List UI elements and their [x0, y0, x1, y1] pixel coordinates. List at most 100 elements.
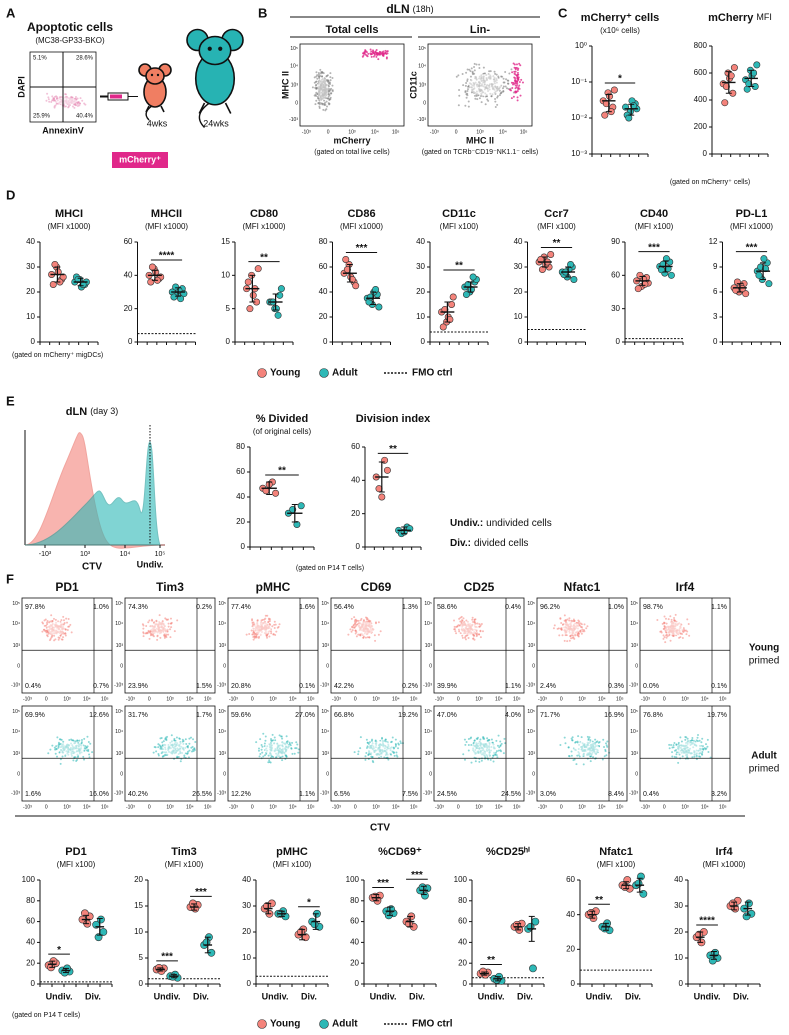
y-tick-label: 0 [247, 979, 252, 988]
flow-density-core [47, 621, 66, 636]
data-point [147, 278, 155, 286]
flow-y-tick-label: -10³ [423, 683, 432, 689]
flow-event [164, 736, 167, 739]
mouse-head [145, 67, 165, 85]
flow-event [53, 106, 56, 109]
significance-label: * [307, 897, 311, 908]
flow-event [53, 639, 56, 642]
mcherry-event [512, 81, 515, 84]
flow-event [370, 739, 373, 742]
flow-x-tick-label: 10³ [372, 804, 380, 810]
flow-event [494, 106, 497, 109]
flow-plot-frame [536, 597, 628, 694]
flow-event [74, 756, 77, 759]
flow-event [164, 617, 167, 620]
flow-event [46, 635, 49, 638]
flow-event [475, 95, 478, 98]
label-part: Undiv.: [450, 518, 483, 529]
significance-label: ** [455, 261, 463, 272]
flow-event [677, 741, 680, 744]
y-tick-label: 0 [713, 337, 718, 346]
flow-event [261, 745, 264, 748]
data-point [462, 290, 470, 298]
flow-event [661, 622, 664, 625]
mcherry-event [370, 55, 373, 58]
flow-y-tick-label: 10⁵ [115, 601, 123, 607]
flow-x-tick-label: 10³ [681, 804, 689, 810]
flow-event [502, 77, 505, 80]
flow-event [181, 738, 184, 741]
x-category-label: Undiv. [262, 991, 289, 1001]
flow-event [397, 747, 400, 750]
flow-plot-frame [21, 597, 113, 694]
label: Undiv. [137, 559, 164, 569]
flow-event [328, 93, 331, 96]
y-tick-label: 0 [241, 542, 246, 551]
flow-event [63, 619, 66, 622]
flow-event [673, 742, 676, 745]
quadrant-label: 24.5% [501, 791, 521, 798]
flow-event [323, 103, 326, 106]
flow-event [496, 756, 499, 759]
mcherry-event [515, 66, 518, 69]
flow-event [473, 94, 476, 97]
flow-event [55, 745, 58, 748]
flow-event [259, 738, 262, 741]
plot-unit: (MFI x100) [165, 860, 204, 869]
flow-event [374, 622, 377, 625]
mcherry-event [516, 89, 519, 92]
flow-event [329, 81, 332, 84]
flow-event [163, 754, 166, 757]
quadrant-label: 0.4% [25, 683, 41, 690]
mcherry-event [372, 55, 375, 58]
flow-x-tick-label: 10³ [269, 696, 277, 702]
flow-event [478, 63, 481, 66]
flow-event [315, 75, 318, 78]
flow-event [463, 636, 466, 639]
flow-event [502, 89, 505, 92]
flow-event [499, 740, 502, 743]
flow-event [496, 744, 499, 747]
flow-event [458, 617, 461, 620]
flow-event [71, 105, 74, 108]
flow-event [604, 750, 607, 753]
flow-x-tick-label: 10⁴ [289, 696, 297, 702]
flow-event [502, 81, 505, 84]
panel-letter: E [6, 393, 15, 408]
flow-x-tick-label: 10⁴ [186, 804, 194, 810]
flow-event [51, 99, 54, 102]
flow-event [506, 79, 509, 82]
y-tick-label: 60 [319, 262, 328, 271]
x-category-label: Undiv. [478, 991, 505, 1001]
flow-event [66, 621, 69, 624]
flow-event [89, 742, 92, 745]
mcherry-event [514, 84, 517, 87]
quadrant-label: 0.1% [299, 683, 315, 690]
mcherry-event [510, 81, 513, 84]
mouse-eye [150, 73, 154, 77]
flow-event [264, 739, 267, 742]
flow-event [264, 614, 267, 617]
quadrant-label: 1.0% [93, 604, 109, 611]
flow-event [329, 83, 332, 86]
flow-event [461, 73, 464, 76]
x-category-label: Undiv. [370, 991, 397, 1001]
flow-event [603, 755, 606, 758]
flow-event [471, 71, 474, 74]
significance-label: ** [487, 955, 495, 966]
data-point [745, 80, 753, 88]
flow-event [585, 627, 588, 630]
histogram-adult [24, 441, 161, 546]
flow-event [288, 741, 291, 744]
data-point [293, 520, 301, 528]
flow-x-tick-label: 10⁵ [616, 804, 624, 810]
flow-event [684, 735, 687, 738]
flow-x-tick-label: -10³ [435, 804, 444, 810]
flow-event [327, 85, 330, 88]
plot-title: mCherry MFI [708, 12, 772, 24]
data-point [244, 278, 252, 286]
y-tick-label: 0 [703, 149, 708, 158]
flow-event [470, 761, 473, 764]
data-point [449, 293, 457, 301]
flow-event [384, 738, 387, 741]
